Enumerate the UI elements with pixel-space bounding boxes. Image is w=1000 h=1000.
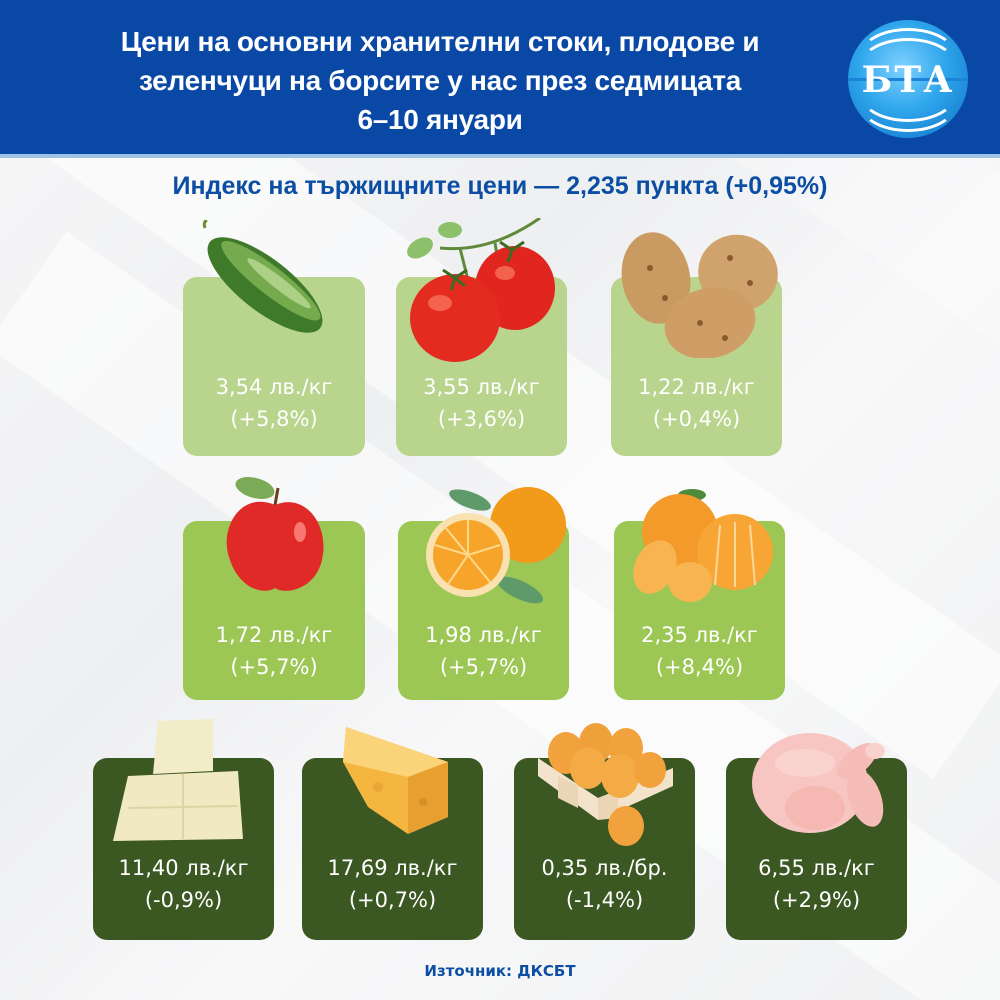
price-value: 11,40 лв./кг xyxy=(118,856,249,880)
tomato-icon xyxy=(407,218,555,362)
logo-arc-icon xyxy=(858,28,958,88)
potato-icon xyxy=(621,232,778,358)
price-change: (+5,7%) xyxy=(230,655,318,679)
price-change: (-1,4%) xyxy=(565,888,644,912)
price-value: 3,54 лв./кг xyxy=(215,375,333,399)
source-credit: Източник: ДКСБТ xyxy=(424,962,576,980)
logo-arc-icon xyxy=(858,62,958,122)
logo-text: БТА xyxy=(861,59,955,101)
price-change: (+0,4%) xyxy=(652,407,741,431)
title-line-3: 6–10 януари xyxy=(357,104,523,135)
price-value: 6,55 лв./кг xyxy=(758,856,875,880)
mandarin-icon xyxy=(633,489,773,602)
white-cheese-icon xyxy=(113,719,243,841)
orange-icon xyxy=(426,487,566,604)
price-value: 1,98 лв./кг xyxy=(425,623,542,647)
eggs-icon xyxy=(538,723,673,846)
logo-bar xyxy=(848,78,968,81)
title-line-1: Цени на основни хранителни стоки, плодов… xyxy=(120,26,760,57)
price-value: 17,69 лв./кг xyxy=(327,856,458,880)
chicken-icon xyxy=(752,733,885,833)
apple-icon xyxy=(226,477,324,591)
price-change: (+5,7%) xyxy=(439,655,528,679)
page-title: Цени на основни хранителни стоки, плодов… xyxy=(40,22,840,139)
logo-arc-icon xyxy=(858,72,958,132)
bta-logo: БТА xyxy=(848,20,968,138)
price-value: 3,55 лв./кг xyxy=(423,375,540,399)
cucumber-icon xyxy=(202,220,323,333)
price-change: (+8,4%) xyxy=(655,655,744,679)
logo-arc-icon xyxy=(858,38,958,98)
price-value: 0,35 лв./бр. xyxy=(541,856,668,880)
card-apple: 1,72 лв./кг (+5,7%) xyxy=(183,521,365,700)
price-value: 1,22 лв./кг xyxy=(638,375,755,399)
price-value: 1,72 лв./кг xyxy=(215,623,333,647)
price-change: (+5,8%) xyxy=(230,407,318,431)
price-change: (+2,9%) xyxy=(772,888,861,912)
price-change: (-0,9%) xyxy=(144,888,223,912)
price-value: 2,35 лв./кг xyxy=(641,623,758,647)
price-change: (+0,7%) xyxy=(348,888,437,912)
header-banner: Цени на основни хранителни стоки, плодов… xyxy=(0,0,1000,157)
market-index: Индекс на тържищните цени — 2,235 пункта… xyxy=(172,172,828,200)
title-line-2: зеленчуци на борсите у нас през седмицат… xyxy=(138,65,742,96)
price-change: (+3,6%) xyxy=(437,407,526,431)
yellow-cheese-icon xyxy=(343,727,448,834)
header-divider xyxy=(0,154,1000,158)
